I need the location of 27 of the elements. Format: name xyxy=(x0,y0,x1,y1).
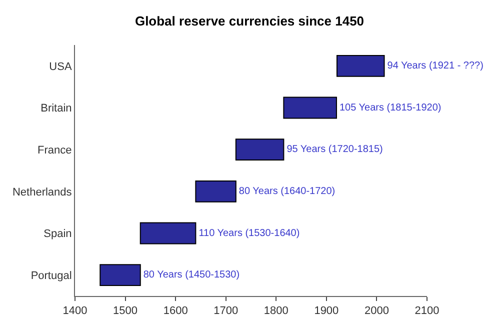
x-tick-label: 2000 xyxy=(364,305,389,318)
x-tick-label: 2100 xyxy=(414,305,440,318)
bar xyxy=(235,138,284,161)
bar xyxy=(195,180,236,202)
x-tick-label: 1400 xyxy=(62,305,88,318)
y-tick-label: France xyxy=(38,144,72,156)
data-label: 94 Years (1921 - ???) xyxy=(387,60,484,72)
y-tick-label: Britain xyxy=(40,102,72,115)
bar xyxy=(140,222,196,244)
x-tick-label: 1500 xyxy=(113,305,138,318)
bar xyxy=(336,54,385,77)
x-tick-label: 1600 xyxy=(163,305,188,318)
y-tick-label: USA xyxy=(49,60,72,73)
bar xyxy=(100,264,141,286)
data-label: 105 Years (1815-1920) xyxy=(339,102,442,114)
data-label: 110 Years (1530-1640) xyxy=(198,228,300,239)
x-tick-label: 1700 xyxy=(214,305,238,318)
y-tick-label: Spain xyxy=(44,228,72,240)
data-label: 95 Years (1720-1815) xyxy=(286,144,383,156)
y-tick-label: Portugal xyxy=(30,270,72,282)
data-label: 80 Years (1640-1720) xyxy=(238,186,336,197)
data-label: 80 Years (1450-1530) xyxy=(143,270,240,281)
y-tick-label: Netherlands xyxy=(12,186,72,198)
x-tick-label: 1800 xyxy=(264,305,288,318)
x-tick-label: 1900 xyxy=(314,305,339,318)
bar xyxy=(283,96,337,119)
chart-title: Global reserve currencies since 1450 xyxy=(134,14,364,29)
